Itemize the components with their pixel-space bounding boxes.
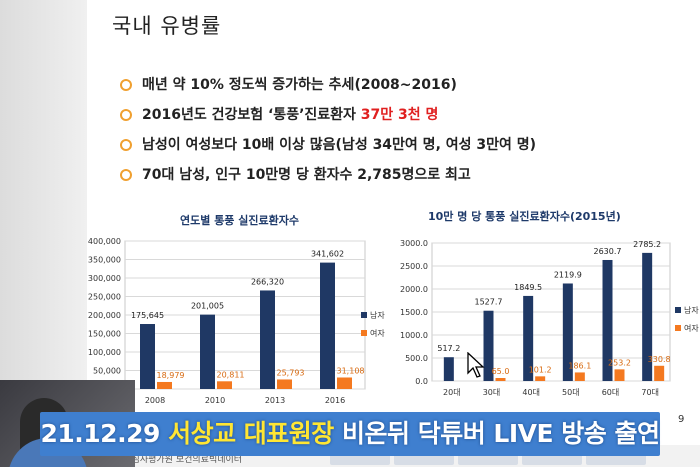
bullet-ring-icon — [120, 139, 132, 151]
left-panel — [0, 0, 87, 380]
legend-label: 남자 — [684, 306, 699, 315]
y-tick-label: 200,000 — [88, 311, 121, 320]
per-100k-patients-chart: 0.0 500.0 1000.0 1500.0 2000.0 2500.0 3000.0 51… — [400, 239, 699, 397]
bullet-item: 매년 약 10% 정도씩 증가하는 추세(2008~2016) — [120, 70, 536, 100]
legend-label: 여자 — [684, 323, 699, 333]
data-label: 253.2 — [608, 358, 631, 367]
bar-female — [157, 381, 172, 389]
y-tick-label: 3000.0 — [400, 239, 428, 248]
y-tick-label: 400,000 — [88, 237, 121, 246]
bar-female — [495, 378, 506, 381]
y-tick-label: 0.0 — [415, 377, 428, 386]
caption-text: 21.12.29 서상교 대표원장 비온뒤 닥튜버 LIVE 방송 출연 — [40, 412, 660, 456]
caption-highlight: 서상교 대표원장 — [168, 419, 334, 448]
x-tick-label: 2016 — [325, 396, 345, 405]
legend-swatch — [675, 325, 681, 331]
y-tick-label: 350,000 — [88, 256, 121, 265]
data-label: 31,108 — [337, 366, 365, 375]
x-tick-label: 2008 — [145, 396, 165, 405]
bar-male — [260, 290, 275, 389]
bar-female — [217, 381, 232, 389]
data-label: 341,602 — [311, 250, 344, 259]
bar-female — [535, 376, 546, 381]
y-tick-label: 1000.0 — [400, 331, 428, 340]
bar-male — [602, 259, 613, 381]
bullet-item: 남성이 여성보다 10배 이상 많음(남성 34만여 명, 여성 3만여 명) — [120, 130, 537, 160]
bar-male — [642, 252, 653, 381]
bar-male — [523, 295, 534, 381]
data-label: 330.8 — [648, 355, 671, 364]
x-tick-label: 2013 — [265, 396, 285, 405]
y-tick-label: 1500.0 — [400, 308, 428, 317]
yearly-patients-chart: 050,000100,000150,000200,000250,000300,0… — [88, 237, 385, 405]
x-tick-label: 30대 — [483, 388, 501, 397]
footer-source: 보험심사평가원 보건의료빅데이터 — [115, 455, 243, 465]
data-label: 201,005 — [191, 302, 224, 311]
data-label: 101.2 — [529, 365, 552, 374]
legend-label: 남자 — [370, 311, 385, 320]
bullet-ring-icon — [120, 169, 132, 181]
y-tick-label: 150,000 — [88, 330, 121, 339]
legend-swatch — [361, 330, 367, 336]
x-tick-label: 40대 — [522, 388, 540, 397]
bullet-item: 70대 남성, 인구 10만명 당 환자수 2,785명으로 최고 — [120, 160, 536, 190]
data-label: 1527.7 — [475, 298, 503, 307]
data-label: 1849.5 — [514, 283, 542, 292]
y-tick-label: 2500.0 — [400, 262, 428, 271]
data-label: 175,645 — [131, 311, 164, 320]
x-tick-label: 50대 — [562, 388, 580, 397]
bar-female — [277, 379, 292, 389]
data-label: 2630.7 — [594, 247, 622, 256]
legend-swatch — [675, 307, 681, 313]
bullet-text: 남성이 여성보다 10배 이상 많음(남성 34만여 명, 여성 3만여 명) — [142, 137, 537, 153]
bar-female — [654, 365, 665, 381]
data-label: 65.0 — [492, 367, 510, 376]
bar-female — [574, 372, 585, 381]
data-label: 20,811 — [217, 370, 245, 379]
bullet-list: 매년 약 10% 정도씩 증가하는 추세(2008~2016) 2016년도 건강… — [120, 70, 537, 190]
legend-label: 여자 — [370, 328, 385, 338]
y-tick-label: 50,000 — [93, 367, 121, 376]
x-tick-label: 70대 — [641, 388, 659, 397]
chart-title-yearly: 연도별 통풍 실진료환자수 — [180, 214, 299, 227]
bullet-ring-icon — [120, 109, 132, 121]
y-tick-label: 100,000 — [88, 348, 121, 357]
x-tick-label: 60대 — [602, 388, 620, 397]
x-tick-label: 20대 — [443, 388, 461, 397]
data-label: 18,979 — [157, 371, 185, 380]
page-number: 9 — [678, 414, 685, 425]
data-label: 266,320 — [251, 277, 284, 286]
y-tick-label: 300,000 — [88, 274, 121, 283]
y-tick-label: 2000.0 — [400, 285, 428, 294]
caption-banner — [40, 412, 660, 456]
slide-title: 국내 유병률 — [112, 14, 222, 38]
bar-male — [200, 314, 215, 389]
mouse-cursor-icon — [467, 352, 485, 378]
bar-male — [320, 262, 335, 389]
data-label: 25,793 — [277, 368, 305, 377]
legend-swatch — [361, 312, 367, 318]
y-tick-label: 500.0 — [405, 354, 428, 363]
bullet-text: 2016년도 건강보험 ‘통풍’진료환자 — [142, 107, 361, 123]
chart-title-per-100k: 10만 명 당 통풍 실진료환자수(2015년) — [428, 210, 621, 223]
bullet-text: 70대 남성, 인구 10만명 당 환자수 2,785명으로 최고 — [142, 167, 471, 183]
bullet-text: 매년 약 10% 정도씩 증가하는 추세(2008~2016) — [142, 77, 457, 93]
x-tick-label: 2010 — [205, 396, 225, 405]
bar-female — [337, 377, 352, 389]
bar-female — [614, 369, 625, 381]
bar-male — [443, 357, 454, 381]
caption-part: 21.12.29 — [40, 419, 169, 448]
y-tick-label: 250,000 — [88, 293, 121, 302]
bullet-item: 2016년도 건강보험 ‘통풍’진료환자 37만 3천 명 — [120, 100, 536, 130]
data-label: 2785.2 — [633, 240, 661, 249]
data-label: 186.1 — [568, 361, 591, 370]
bullet-ring-icon — [120, 79, 132, 91]
bar-male — [140, 324, 155, 389]
caption-part: 비온뒤 닥튜버 LIVE 방송 출연 — [333, 419, 660, 448]
data-label: 517.2 — [437, 344, 460, 353]
data-label: 2119.9 — [554, 270, 582, 279]
bullet-emphasis: 37만 3천 명 — [360, 107, 439, 123]
bar-male — [483, 310, 494, 381]
bar-male — [562, 283, 573, 381]
